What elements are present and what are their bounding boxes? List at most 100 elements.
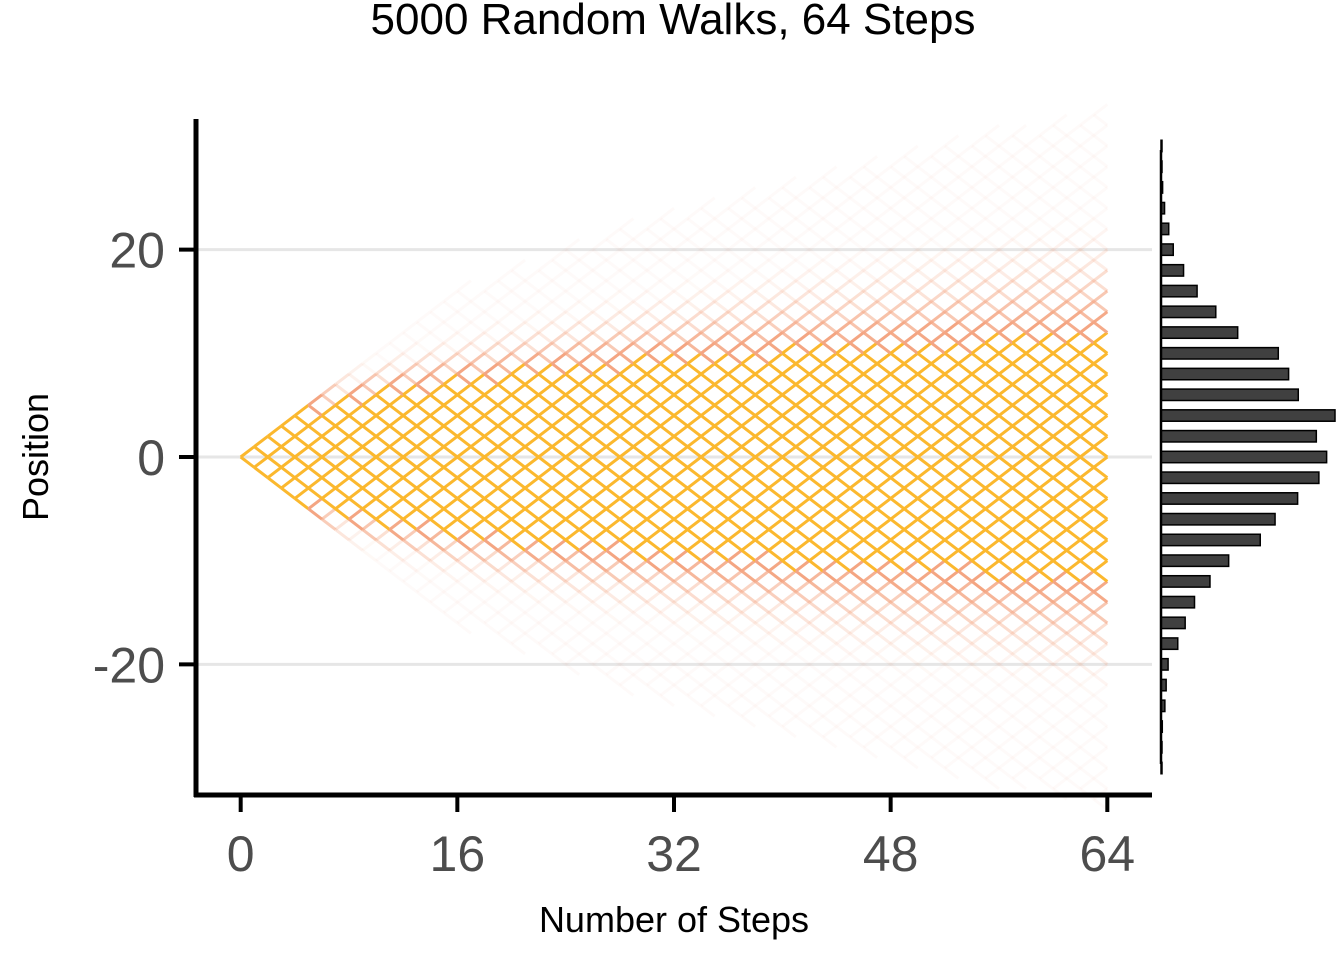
walk-segment xyxy=(321,486,337,500)
walk-segment xyxy=(808,279,824,293)
walk-segment xyxy=(605,321,621,334)
x-axis-ticks: 0 16 32 48 64 xyxy=(227,795,1135,882)
walk-segment xyxy=(727,663,743,676)
walk-segment xyxy=(700,289,716,303)
walk-segment xyxy=(822,518,838,531)
walk-segment xyxy=(781,611,797,625)
walk-segment xyxy=(794,238,811,251)
walk-segment xyxy=(1011,393,1027,407)
walk-segment xyxy=(442,538,459,552)
walk-segment xyxy=(822,559,838,573)
walk-segment xyxy=(1052,372,1068,386)
walk-segment xyxy=(605,528,621,542)
walk-segment xyxy=(1025,611,1041,625)
walk-segment xyxy=(916,383,933,396)
walk-segment xyxy=(388,393,405,407)
walk-segment xyxy=(578,549,594,562)
walk-segment xyxy=(1065,476,1082,490)
walk-segment xyxy=(1079,414,1095,428)
walk-segment xyxy=(483,362,499,376)
walk-segment xyxy=(998,746,1014,759)
walk-segment xyxy=(822,569,838,583)
walk-segment xyxy=(591,424,608,438)
walk-segment xyxy=(998,206,1014,220)
walk-segment xyxy=(998,331,1014,345)
walk-segment xyxy=(497,341,513,355)
walk-segment xyxy=(903,466,919,479)
walk-segment xyxy=(456,435,472,448)
walk-segment xyxy=(1092,435,1109,448)
walk-segment xyxy=(1079,549,1095,562)
walk-segment xyxy=(727,321,743,334)
walk-segment xyxy=(984,124,1000,137)
walk-segment xyxy=(970,673,987,687)
walk-segment xyxy=(1011,642,1027,656)
walk-segment xyxy=(497,559,513,573)
walk-segment xyxy=(510,445,526,459)
walk-segment xyxy=(1011,372,1027,386)
walk-segment xyxy=(1092,383,1109,396)
walk-segment xyxy=(564,372,581,386)
walk-segment xyxy=(1025,455,1041,469)
walk-segment xyxy=(618,673,635,687)
walk-segment xyxy=(564,476,581,490)
walk-segment xyxy=(686,590,702,604)
walk-segment xyxy=(578,258,594,272)
walk-segment xyxy=(970,383,987,396)
walk-segment xyxy=(402,414,418,428)
walk-segment xyxy=(1025,289,1041,303)
walk-segment xyxy=(510,300,526,314)
walk-segment xyxy=(930,186,946,199)
walk-segment xyxy=(1052,559,1068,573)
walk-segment xyxy=(361,507,378,521)
walk-segment xyxy=(1065,466,1082,479)
walk-segment xyxy=(1038,486,1055,500)
walk-segment xyxy=(646,403,662,417)
walk-segment xyxy=(943,445,960,459)
x-tick-label: 16 xyxy=(430,826,486,882)
walk-segment xyxy=(1052,144,1068,158)
walk-segment xyxy=(564,269,581,282)
walk-segment xyxy=(903,289,919,303)
walk-segment xyxy=(646,321,662,334)
walk-segment xyxy=(564,549,581,562)
walk-segment xyxy=(1011,673,1027,687)
walk-segment xyxy=(510,279,526,293)
walk-segment xyxy=(903,362,919,376)
walk-segment xyxy=(998,196,1014,210)
walk-segment xyxy=(497,289,513,303)
walk-segment xyxy=(903,683,919,697)
walk-segment xyxy=(998,497,1014,511)
walk-segment xyxy=(970,144,987,158)
walk-segment xyxy=(822,227,838,241)
walk-segment xyxy=(524,414,540,428)
walk-segment xyxy=(1038,227,1055,241)
histogram-bar xyxy=(1160,637,1179,651)
walk-segment xyxy=(551,590,567,604)
walk-segment xyxy=(1079,279,1095,293)
walk-segment xyxy=(632,455,648,469)
walk-segment xyxy=(849,196,865,210)
walk-segment xyxy=(456,455,472,469)
walk-segment xyxy=(984,424,1000,438)
walk-segment xyxy=(361,445,378,459)
walk-segment xyxy=(686,310,702,324)
walk-segment xyxy=(998,766,1014,780)
walk-segment xyxy=(442,600,459,614)
walk-segment xyxy=(1038,134,1055,148)
walk-segment xyxy=(442,300,459,314)
walk-segment xyxy=(1025,217,1041,231)
walk-segment xyxy=(889,663,906,676)
walk-segment xyxy=(740,445,757,459)
walk-segment xyxy=(808,289,824,303)
walk-segment xyxy=(280,414,296,428)
walk-segment xyxy=(957,341,973,355)
walk-segment xyxy=(903,704,919,718)
walk-segment xyxy=(1079,403,1095,417)
walk-segment xyxy=(822,238,838,251)
walk-segment xyxy=(551,497,567,511)
walk-segment xyxy=(551,507,567,521)
walk-segment xyxy=(970,600,987,614)
walk-segment xyxy=(943,393,960,407)
walk-segment xyxy=(862,393,879,407)
